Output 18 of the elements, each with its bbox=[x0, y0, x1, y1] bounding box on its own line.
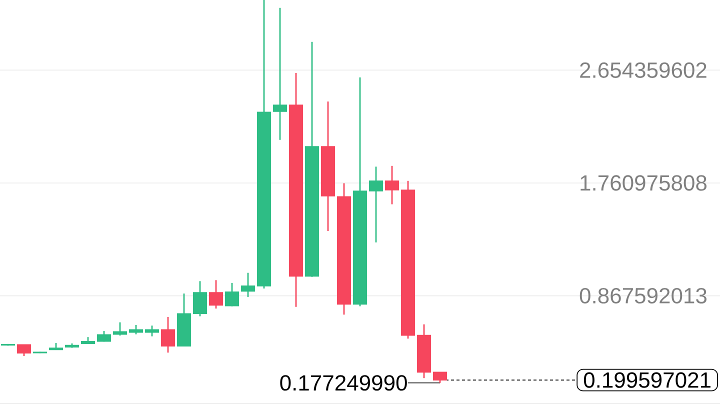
candlestick bbox=[160, 316, 176, 354]
candlestick bbox=[96, 330, 112, 342]
candlestick bbox=[208, 279, 224, 310]
annotation: 0.177249990 bbox=[280, 375, 407, 391]
candlestick bbox=[16, 344, 32, 357]
y-tick-label: 2.654359602 bbox=[580, 62, 706, 78]
candlestick bbox=[144, 324, 160, 338]
y-tick-label: 0.867592013 bbox=[580, 288, 706, 304]
candlestick bbox=[368, 166, 384, 244]
candlestick bbox=[272, 7, 288, 141]
y-tick-label: 1.760975808 bbox=[580, 175, 706, 191]
ref-line-label: 0.199597021 bbox=[584, 372, 710, 388]
candlestick bbox=[224, 282, 240, 307]
candlestick bbox=[432, 371, 448, 384]
candlestick bbox=[192, 280, 208, 317]
candlestick bbox=[384, 165, 400, 205]
candlestick bbox=[240, 272, 256, 298]
candlestick bbox=[128, 324, 144, 336]
